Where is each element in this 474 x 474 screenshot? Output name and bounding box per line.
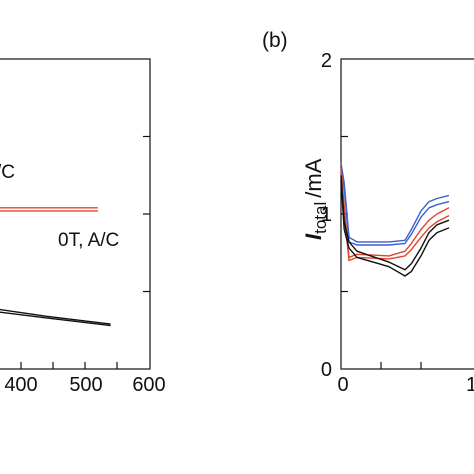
panel-a-ticks (20, 135, 150, 369)
panel-a-annotation-blue: /C (0, 162, 15, 183)
panel-b-series-line-1 (340, 162, 450, 243)
panel-b-y-tick-1: 1 (321, 204, 332, 226)
panel-b-y-axis-label-sub: total (311, 202, 330, 234)
panel-a-series-line-4 (0, 210, 98, 212)
panel-b-series-line-5 (340, 175, 450, 271)
panel-a: 400 500 600 /C 0T, A/C (0, 58, 166, 396)
panel-b-x-tick-partial: 1 (466, 374, 474, 396)
panel-a-lines (0, 207, 111, 327)
panel-b-y-axis-label: Itotal/mA (301, 158, 330, 240)
panel-b-series-line-4 (340, 172, 450, 262)
panel-a-x-tick-400: 400 (4, 374, 37, 396)
panel-a-annotation-red: 0T, A/C (58, 230, 119, 251)
panel-a-series-line-5 (0, 308, 111, 325)
panel-b-y-tick-2: 2 (321, 50, 332, 72)
panel-b: (b) 0 1 2 0 1 Itotal/mA (262, 29, 474, 396)
panel-a-x-tick-500: 500 (69, 374, 102, 396)
panel-b-y-axis-label-unit: /mA (301, 158, 326, 197)
panel-b-label: (b) (262, 29, 288, 52)
panel-a-frame (0, 58, 151, 370)
panel-b-series-line-2 (340, 167, 450, 246)
panel-a-series-line-6 (0, 311, 111, 327)
panel-b-y-axis-label-main: I (301, 233, 326, 240)
panel-b-y-tick-0: 0 (321, 359, 332, 381)
panel-b-frame (340, 58, 474, 370)
panel-b-series-line-6 (340, 179, 450, 277)
panel-b-lines (340, 162, 450, 277)
panel-b-x-tick-0: 0 (337, 374, 348, 396)
panel-a-series-line-3 (0, 207, 98, 209)
panel-a-x-tick-600: 600 (132, 374, 165, 396)
